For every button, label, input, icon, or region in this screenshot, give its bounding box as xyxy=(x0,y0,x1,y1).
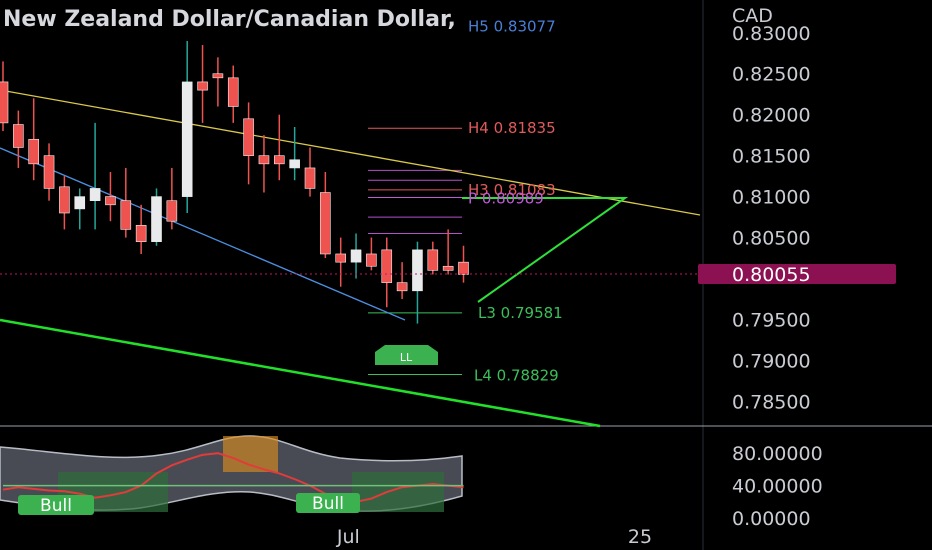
candle-body xyxy=(243,118,254,156)
candle-body xyxy=(258,155,270,165)
oscillator-series xyxy=(2,452,464,503)
time-axis-labels: Jul 25 xyxy=(336,526,652,548)
candle-body xyxy=(135,224,147,242)
bull-signal-badge xyxy=(18,495,94,515)
oscillator-zone xyxy=(223,436,278,472)
candle-body xyxy=(120,200,132,230)
price-tick-label: 0.82000 xyxy=(732,105,811,127)
candle-body xyxy=(105,196,116,206)
time-label: 25 xyxy=(628,526,652,548)
projection-line xyxy=(462,197,629,303)
oscillator-tick-label: 0.00000 xyxy=(732,508,811,530)
currency-label: CAD xyxy=(732,5,773,27)
candle-body xyxy=(227,77,239,107)
pivot-levels xyxy=(368,127,462,375)
oscillator-tick-label: 40.00000 xyxy=(732,476,823,498)
oscillator-zone xyxy=(352,472,444,512)
level-label-h4: H4 0.81835 xyxy=(468,119,556,137)
candle-body xyxy=(381,249,393,283)
candle-body xyxy=(273,155,285,165)
candlesticks xyxy=(0,40,469,324)
ll-badge-label: LL xyxy=(400,351,413,364)
chart-title: New Zealand Dollar/Canadian Dollar, xyxy=(3,7,456,32)
candle-body xyxy=(13,124,24,148)
candle-body xyxy=(74,196,86,210)
candle-body xyxy=(151,196,162,242)
support-trendline xyxy=(0,147,406,321)
oscillator-axis-ticks: 80.00000 40.00000 0.00000 xyxy=(732,443,823,530)
candle-body xyxy=(366,253,377,267)
candle-body xyxy=(197,81,208,91)
price-tick-label: 0.82500 xyxy=(732,64,811,86)
level-label-h3: H3 0.81083 xyxy=(468,181,556,199)
candle-body xyxy=(412,249,423,292)
candle-body xyxy=(28,138,40,165)
candle-body xyxy=(0,81,9,124)
candle-body xyxy=(181,81,193,197)
candle-body xyxy=(59,186,70,214)
candle-body xyxy=(166,200,178,222)
candle-body xyxy=(304,167,316,189)
bull-signal-label: Bull xyxy=(312,494,344,514)
candle-body xyxy=(396,282,408,292)
bull-signal-badge xyxy=(296,493,360,513)
time-label: Jul xyxy=(336,526,360,548)
level-label-h5: H5 0.83077 xyxy=(468,17,556,35)
oscillator-tick-label: 80.00000 xyxy=(732,443,823,465)
candle-body xyxy=(212,73,224,79)
price-tick-label: 0.79500 xyxy=(732,310,811,332)
price-axis-ticks: 0.83000 0.82500 0.82000 0.81500 0.81000 0.805… xyxy=(732,23,811,414)
ll-badge: LL xyxy=(375,345,438,365)
current-price-marker: 0.80055 xyxy=(0,264,896,286)
current-price-label: 0.80055 xyxy=(732,264,811,286)
oscillator-line xyxy=(2,452,464,503)
level-label-p: P 0.80989 xyxy=(468,190,544,208)
price-tick-label: 0.79000 xyxy=(732,350,811,372)
oscillator-signal-labels: Bull Bull xyxy=(18,493,360,516)
candle-body xyxy=(89,188,101,202)
candle-body xyxy=(43,155,55,189)
price-tick-label: 0.81500 xyxy=(732,146,811,168)
trendlines xyxy=(0,89,701,428)
level-label-l3: L3 0.79581 xyxy=(478,304,563,322)
candle-body xyxy=(350,249,362,263)
bull-signal-label: Bull xyxy=(40,496,72,516)
candle-body xyxy=(458,261,469,275)
resistance-trendline xyxy=(0,89,701,216)
price-tick-label: 0.81000 xyxy=(732,187,811,209)
price-tick-label: 0.78500 xyxy=(732,391,811,413)
candle-body xyxy=(289,159,300,169)
level-label-l4: L4 0.78829 xyxy=(474,366,559,384)
price-tick-label: 0.83000 xyxy=(732,23,811,45)
candle-body xyxy=(320,192,331,255)
price-tick-label: 0.80500 xyxy=(732,228,811,250)
candle-body xyxy=(335,253,347,263)
channel-trendline xyxy=(0,318,601,428)
candle-body xyxy=(427,249,439,271)
candle-body xyxy=(442,265,454,271)
oscillator-band xyxy=(0,435,463,512)
